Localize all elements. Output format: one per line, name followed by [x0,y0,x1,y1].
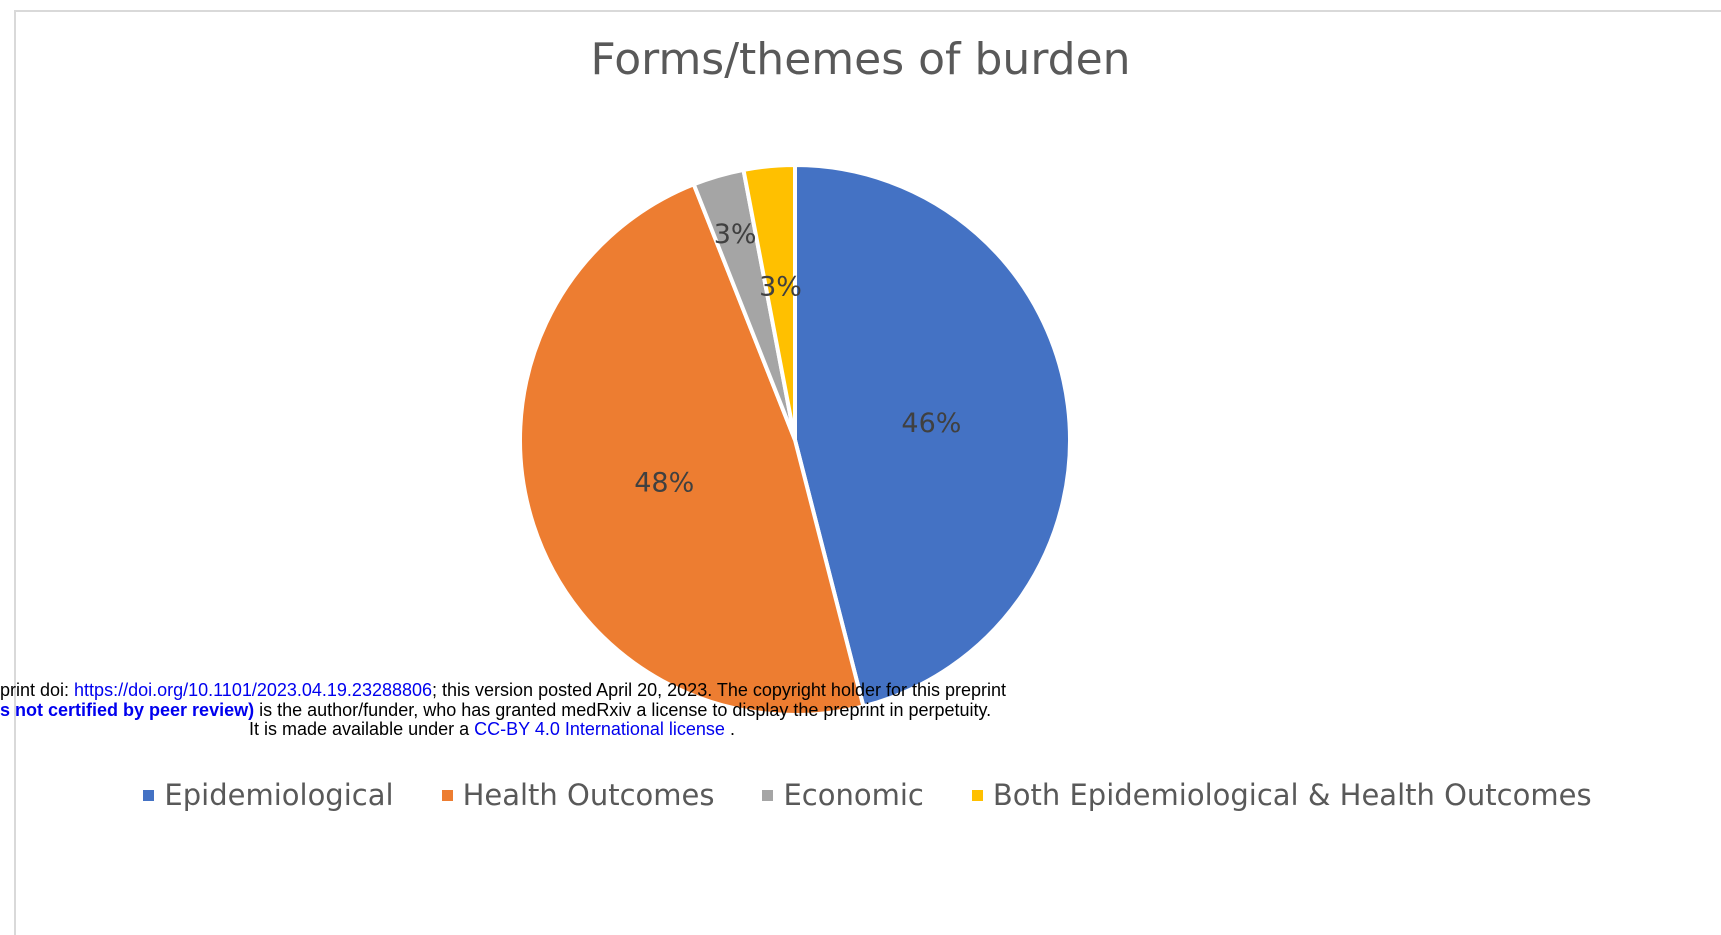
watermark-line-3: It is made available under a CC-BY 4.0 I… [249,719,1721,740]
legend-swatch-economic [762,789,774,801]
data-label-epidemiological: 46% [901,408,961,439]
chart-legend: Epidemiological Health Outcomes Economic Bo… [0,778,1721,812]
watermark-license-text: is the author/funder, who has granted me… [254,700,992,720]
watermark-license-link[interactable]: CC-BY 4.0 International license [474,719,725,739]
watermark-line-1: print doi: https://doi.org/10.1101/2023.… [0,680,1721,701]
data-label-health-outcomes: 48% [634,467,694,498]
legend-swatch-health-outcomes [441,789,453,801]
legend-item-both: Both Epidemiological & Health Outcomes [971,778,1592,812]
watermark-doi-prefix: print doi: [0,680,75,700]
pie-slice-epidemiological [793,162,1072,709]
watermark-doi-link[interactable]: https://doi.org/10.1101/2023.04.19.23288… [74,680,433,700]
pie-slice-health-outcomes [518,181,866,717]
legend-label-economic: Economic [783,778,924,812]
legend-label-epidemiological: Epidemiological [164,778,394,812]
watermark-peer-review: s not certified by peer review) [0,700,255,720]
watermark-doi-suffix: ; this version posted April 20, 2023. Th… [432,680,1007,700]
legend-swatch-both [971,789,983,801]
chart-title: Forms/themes of burden [590,34,1131,85]
pie-slice-both [741,162,797,441]
watermark-line-2: s not certified by peer review) is the a… [0,700,1721,721]
legend-item-economic: Economic [762,778,924,812]
legend-item-health-outcomes: Health Outcomes [441,778,715,812]
watermark-available-prefix: It is made available under a [249,719,475,739]
legend-label-health-outcomes: Health Outcomes [462,778,715,812]
data-label-both: 3% [759,272,802,303]
legend-swatch-epidemiological [143,789,155,801]
legend-label-both: Both Epidemiological & Health Outcomes [992,778,1592,812]
data-label-economic: 3% [714,219,757,250]
chart-frame [14,10,1721,935]
watermark-available-suffix: . [724,719,735,739]
legend-item-epidemiological: Epidemiological [143,778,394,812]
